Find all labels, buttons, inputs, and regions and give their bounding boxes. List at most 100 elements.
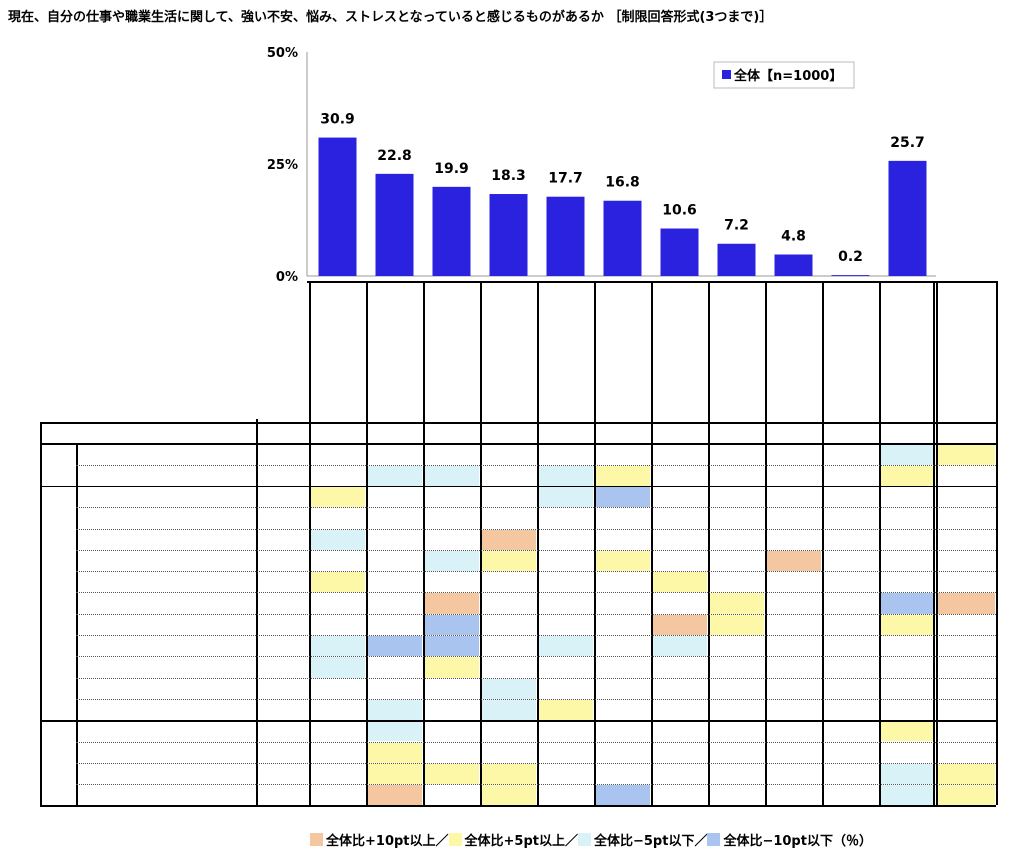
table-cell: [481, 785, 536, 806]
table-cell: [310, 466, 365, 486]
table-cell: [880, 657, 935, 677]
table-cell: [481, 636, 536, 656]
legend-text: 全体比−5pt以下／: [593, 834, 708, 849]
table-cell: [709, 743, 764, 763]
table-cell: [766, 593, 821, 613]
table-cell: [823, 657, 878, 677]
table-cell: [481, 657, 536, 677]
row-n: [256, 765, 309, 784]
table-cell: [481, 423, 536, 443]
table-cell: [481, 721, 536, 741]
table-cell: [310, 593, 365, 613]
table-cell: [481, 593, 536, 613]
table-cell: [709, 636, 764, 656]
table-cell: [310, 572, 365, 593]
column-border: [423, 281, 425, 806]
row-divider: [76, 698, 996, 700]
bar: [660, 228, 699, 276]
row-divider: [76, 528, 996, 530]
table-cell: [766, 615, 821, 635]
table-cell: [766, 572, 821, 592]
table-cell: [709, 444, 764, 464]
table-cell: [823, 487, 878, 507]
row-n: [256, 573, 309, 592]
table-cell: [424, 614, 479, 635]
bar: [888, 160, 927, 276]
table-cell: [424, 465, 479, 486]
table-cell: [538, 615, 593, 635]
table-cell: [709, 530, 764, 550]
table-cell: [367, 679, 422, 699]
row-divider: [76, 677, 996, 679]
row-border: [40, 720, 996, 722]
table-cell: [310, 508, 365, 528]
table-cell: [595, 486, 650, 508]
table-cell: [709, 721, 764, 741]
column-border: [651, 281, 653, 806]
table-cell: [538, 657, 593, 677]
table-cell: [652, 700, 707, 720]
table-cell: [709, 551, 764, 571]
column-border: [936, 281, 938, 806]
table-cell: [823, 572, 878, 592]
table-cell: [652, 743, 707, 763]
bar-value-label: 10.6: [662, 203, 697, 219]
legend-item: 全体比+10pt以上／: [310, 833, 449, 849]
table-cell: [823, 764, 878, 784]
column-border: [765, 281, 767, 806]
row-label: [60, 701, 256, 720]
table-cell: [595, 593, 650, 613]
table-cell: [595, 423, 650, 443]
table-cell: [880, 679, 935, 699]
table-cell: [880, 530, 935, 550]
table-cell: [823, 551, 878, 571]
row-divider: [76, 635, 996, 636]
legend-item: 全体比+5pt以上／: [448, 833, 578, 849]
column-border: [996, 281, 998, 806]
row-n: [256, 658, 309, 677]
table-cell: [766, 423, 821, 443]
table-cell: [310, 785, 365, 805]
bar-value-label: 17.7: [548, 171, 583, 187]
bar: [546, 196, 585, 276]
bar: [603, 200, 642, 276]
table-cell: [595, 700, 650, 720]
column-border: [366, 281, 368, 806]
bar-value-label: 16.8: [605, 175, 640, 191]
table-cell: [766, 550, 821, 572]
table-cell: [709, 572, 764, 592]
column-header: [309, 281, 366, 420]
table-cell: [481, 763, 536, 785]
table-cell: [709, 657, 764, 677]
row-label: [60, 616, 256, 635]
table-cell: [937, 444, 995, 465]
row-border: [40, 422, 996, 424]
table-cell: [538, 764, 593, 784]
table-cell: [652, 785, 707, 805]
row-label: [60, 467, 256, 486]
row-label: [60, 765, 256, 784]
table-cell: [310, 679, 365, 699]
unit-label: （％）: [832, 834, 872, 849]
row-border: [40, 443, 996, 445]
table-cell: [709, 423, 764, 443]
table-cell: [481, 487, 536, 507]
table-cell: [595, 550, 650, 572]
row-n: [256, 552, 309, 571]
bar: [774, 254, 813, 276]
column-border: [40, 422, 42, 806]
table-cell: [880, 721, 935, 742]
column-header: [936, 281, 996, 420]
table-cell: [481, 444, 536, 464]
table-cell: [367, 444, 422, 464]
bar-value-label: 18.3: [491, 168, 526, 184]
bar-value-label: 22.8: [377, 148, 412, 164]
row-label: [60, 722, 256, 741]
row-n: [256, 680, 309, 699]
table-cell: [310, 636, 365, 657]
table-cell: [937, 743, 995, 763]
table-cell: [823, 700, 878, 720]
table-cell: [424, 487, 479, 507]
table-cell: [538, 423, 593, 443]
table-cell: [880, 763, 935, 785]
